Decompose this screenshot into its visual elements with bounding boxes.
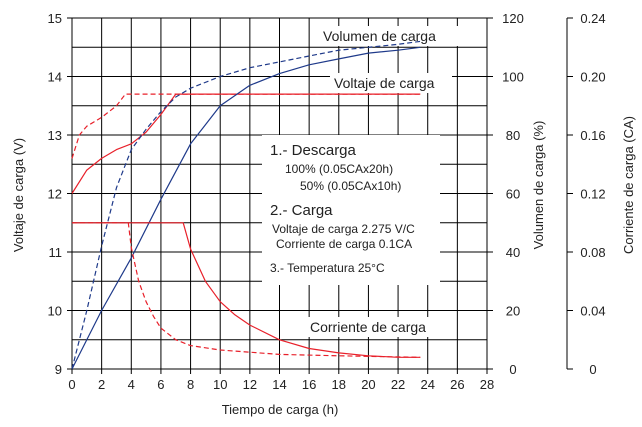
right1-tick-label: 100 bbox=[502, 70, 524, 85]
chart-series bbox=[71, 40, 421, 370]
chart-tick-labels: 0 2 4 6 8 10 12 14 16 18 20 22 24 26 28910111213141502… bbox=[48, 11, 606, 392]
x-tick-label: 14 bbox=[272, 377, 286, 392]
label-bg-volumen bbox=[320, 26, 460, 46]
left-tick-label: 15 bbox=[48, 11, 62, 26]
annot-carga-1: Voltaje de carga 2.275 V/C bbox=[272, 222, 415, 236]
annot-temperatura: 3.- Temperatura 25°C bbox=[270, 261, 385, 275]
right1-tick-label: 20 bbox=[506, 304, 520, 319]
label-volumen-de-carga: Volumen de carga bbox=[323, 28, 436, 44]
annot-carga-title: 2.- Carga bbox=[270, 202, 333, 219]
right2-tick-label: 0.20 bbox=[580, 70, 605, 85]
right2-tick-label: 0.24 bbox=[580, 11, 605, 26]
right1-tick-label: 0 bbox=[509, 362, 516, 377]
x-tick-label: 22 bbox=[391, 377, 405, 392]
right2-tick-label: 0 bbox=[589, 362, 596, 377]
right-axis-volume-title: Volumen de carga (%) bbox=[531, 121, 546, 250]
annot-carga-2: Corriente de carga 0.1CA bbox=[276, 237, 412, 251]
label-corriente-de-carga: Corriente de carga bbox=[310, 319, 426, 335]
left-axis-title: Voltaje de carga (V) bbox=[11, 138, 26, 252]
annot-descarga-1: 100% (0.05CAx20h) bbox=[285, 162, 393, 176]
annot-descarga-title: 1.- Descarga bbox=[270, 142, 357, 159]
x-axis-title: Tiempo de carga (h) bbox=[222, 402, 339, 417]
right1-tick-label: 80 bbox=[506, 128, 520, 143]
right2-tick-label: 0.16 bbox=[580, 128, 605, 143]
label-voltaje-de-carga: Voltaje de carga bbox=[334, 75, 435, 91]
x-tick-label: 28 bbox=[480, 377, 494, 392]
label-bg-corriente bbox=[306, 317, 451, 337]
x-tick-label: 2 bbox=[98, 377, 105, 392]
x-tick-label: 6 bbox=[157, 377, 164, 392]
right2-tick-label: 0.04 bbox=[580, 304, 605, 319]
left-tick-label: 9 bbox=[55, 362, 62, 377]
right2-tick-label: 0.08 bbox=[580, 245, 605, 260]
x-tick-label: 4 bbox=[128, 377, 135, 392]
annot-descarga-2: 50% (0.05CAx10h) bbox=[300, 179, 401, 193]
x-tick-label: 18 bbox=[332, 377, 346, 392]
series-line-right2-dashed bbox=[72, 222, 421, 358]
left-tick-label: 14 bbox=[48, 70, 62, 85]
left-tick-label: 11 bbox=[49, 245, 63, 260]
x-tick-label: 12 bbox=[243, 377, 257, 392]
x-tick-label: 26 bbox=[450, 377, 464, 392]
series-line-left-dashed bbox=[71, 93, 421, 159]
x-tick-label: 0 bbox=[68, 377, 75, 392]
right1-tick-label: 40 bbox=[506, 245, 520, 260]
x-tick-label: 20 bbox=[361, 377, 375, 392]
right2-tick-label: 0.12 bbox=[580, 187, 605, 202]
series-line-right1-solid bbox=[71, 46, 421, 370]
left-tick-label: 13 bbox=[48, 128, 62, 143]
right-axis-current-title: Corriente de carga (CA) bbox=[621, 116, 636, 254]
left-tick-label: 12 bbox=[48, 187, 62, 202]
x-tick-label: 24 bbox=[420, 377, 434, 392]
chart-axes bbox=[67, 17, 573, 374]
series-line-right1-dashed bbox=[71, 40, 421, 370]
right1-tick-label: 120 bbox=[502, 11, 524, 26]
left-tick-label: 10 bbox=[48, 304, 62, 319]
x-tick-label: 10 bbox=[213, 377, 227, 392]
annotation-box-bg bbox=[262, 26, 460, 337]
x-tick-label: 16 bbox=[302, 377, 316, 392]
label-bg-voltaje bbox=[330, 73, 452, 93]
right1-tick-label: 60 bbox=[506, 187, 520, 202]
x-tick-label: 8 bbox=[187, 377, 194, 392]
annotation-box bbox=[262, 135, 440, 285]
